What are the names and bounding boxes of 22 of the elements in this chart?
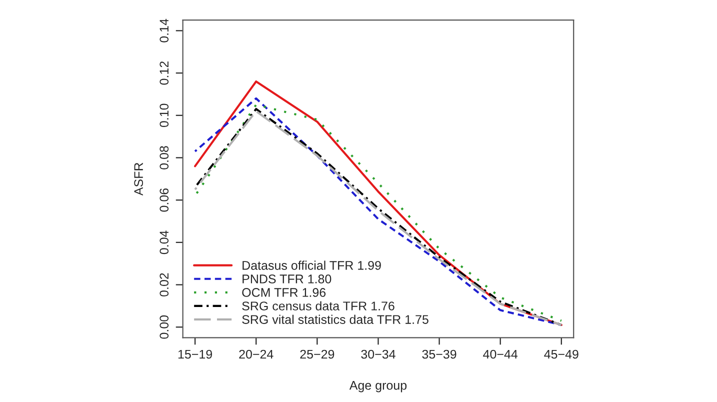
legend-label: Datasus official TFR 1.99 [242,260,381,270]
legend-label: SRG census data TFR 1.76 [242,301,394,310]
y-tick-label: 0.02 [160,273,169,296]
y-tick-label: 0.00 [160,315,169,339]
y-tick-label: 0.14 [160,18,169,42]
x-tick-label: 45−49 [544,350,578,359]
y-tick-label: 0.04 [160,230,169,254]
x-tick-label: 25−29 [300,350,334,359]
x-tick-label: 20−24 [239,350,274,359]
legend-label: OCM TFR 1.96 [242,288,326,297]
x-tick-label: 35−39 [422,350,456,359]
x-tick-label: 40−44 [483,350,518,359]
y-axis-title: ASFR [134,162,144,196]
y-tick-label: 0.10 [160,104,169,128]
y-tick-label: 0.06 [160,188,169,212]
legend-label: SRG vital statistics data TFR 1.75 [242,314,428,324]
legend-label: PNDS TFR 1.80 [242,274,332,284]
y-tick-label: 0.08 [160,146,169,170]
x-tick-label: 30−34 [361,350,396,359]
y-tick-label: 0.12 [160,61,169,85]
x-axis-title: Age group [349,381,407,392]
x-tick-label: 15−19 [178,350,212,359]
